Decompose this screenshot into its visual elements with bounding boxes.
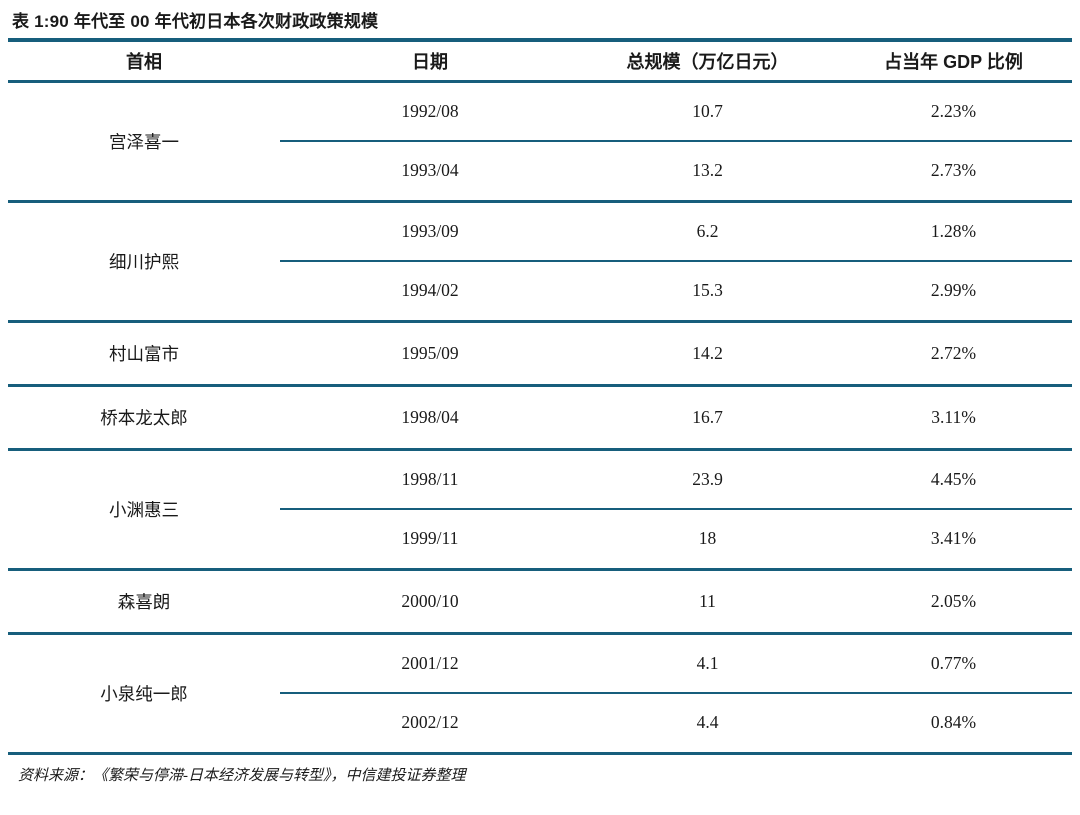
pm-name: 村山富市 — [8, 321, 280, 387]
cell-scale: 13.2 — [580, 141, 835, 203]
table-title: 表 1:90 年代至 00 年代初日本各次财政政策规模 — [12, 12, 379, 31]
cell-gdp: 3.41% — [835, 509, 1072, 571]
table-row: 小泉纯一郎 2001/12 4.1 0.77% — [8, 633, 1072, 755]
table-row: 森喜朗 2000/10 11 2.05% — [8, 569, 1072, 635]
cell-date: 1994/02 — [280, 261, 580, 323]
header-date: 日期 — [280, 40, 580, 83]
header-scale: 总规模（万亿日元） — [580, 40, 835, 83]
table-row: 细川护熙 1993/09 6.2 1.28% — [8, 201, 1072, 323]
cell-scale: 10.7 — [580, 81, 835, 142]
pm-name: 细川护熙 — [8, 201, 280, 323]
cell-gdp: 3.11% — [835, 385, 1072, 451]
cell-scale: 23.9 — [580, 449, 835, 510]
cell-date: 1998/04 — [280, 385, 580, 451]
table-row: 2002/12 4.4 0.84% — [8, 693, 1072, 755]
cell-gdp: 0.77% — [835, 633, 1072, 694]
cell-scale: 18 — [580, 509, 835, 571]
cell-gdp: 2.99% — [835, 261, 1072, 323]
cell-gdp: 2.73% — [835, 141, 1072, 203]
cell-scale: 4.4 — [580, 693, 835, 755]
cell-scale: 4.1 — [580, 633, 835, 694]
cell-date: 1995/09 — [280, 321, 580, 387]
cell-gdp: 0.84% — [835, 693, 1072, 755]
table-row: 桥本龙太郎 1998/04 16.7 3.11% — [8, 385, 1072, 451]
cell-date: 2002/12 — [280, 693, 580, 755]
cell-date: 2001/12 — [280, 633, 580, 694]
header-row: 首相 日期 总规模（万亿日元） 占当年 GDP 比例 — [8, 40, 1072, 83]
cell-scale: 11 — [580, 569, 835, 635]
table-row: 小渊惠三 1998/11 23.9 4.45% — [8, 449, 1072, 571]
cell-gdp: 2.72% — [835, 321, 1072, 387]
pm-name: 桥本龙太郎 — [8, 385, 280, 451]
cell-scale: 16.7 — [580, 385, 835, 451]
pm-name: 小泉纯一郎 — [8, 633, 280, 755]
cell-scale: 6.2 — [580, 201, 835, 262]
table-row: 1993/04 13.2 2.73% — [8, 141, 1072, 203]
cell-date: 1999/11 — [280, 509, 580, 571]
cell-gdp: 4.45% — [835, 449, 1072, 510]
header-gdp: 占当年 GDP 比例 — [835, 40, 1072, 83]
header-pm: 首相 — [8, 40, 280, 83]
pm-name: 小渊惠三 — [8, 449, 280, 571]
cell-date: 1992/08 — [280, 81, 580, 142]
source-note: 资料来源：《繁荣与停滞-日本经济发展与转型》，中信建投证券整理 — [18, 767, 466, 784]
cell-gdp: 1.28% — [835, 201, 1072, 262]
cell-scale: 14.2 — [580, 321, 835, 387]
report-page: 表 1:90 年代至 00 年代初日本各次财政政策规模 首相 日期 总规模（万亿… — [8, 12, 1072, 784]
cell-scale: 15.3 — [580, 261, 835, 323]
cell-gdp: 2.23% — [835, 81, 1072, 142]
cell-date: 1993/04 — [280, 141, 580, 203]
fiscal-policy-table: 首相 日期 总规模（万亿日元） 占当年 GDP 比例 宫泽喜一 1992/08 … — [8, 38, 1072, 755]
cell-date: 1998/11 — [280, 449, 580, 510]
table-row: 1999/11 18 3.41% — [8, 509, 1072, 571]
cell-gdp: 2.05% — [835, 569, 1072, 635]
pm-name: 森喜朗 — [8, 569, 280, 635]
cell-date: 2000/10 — [280, 569, 580, 635]
table-row: 1994/02 15.3 2.99% — [8, 261, 1072, 323]
table-row: 宫泽喜一 1992/08 10.7 2.23% — [8, 81, 1072, 203]
cell-date: 1993/09 — [280, 201, 580, 262]
table-row: 村山富市 1995/09 14.2 2.72% — [8, 321, 1072, 387]
pm-name: 宫泽喜一 — [8, 81, 280, 203]
